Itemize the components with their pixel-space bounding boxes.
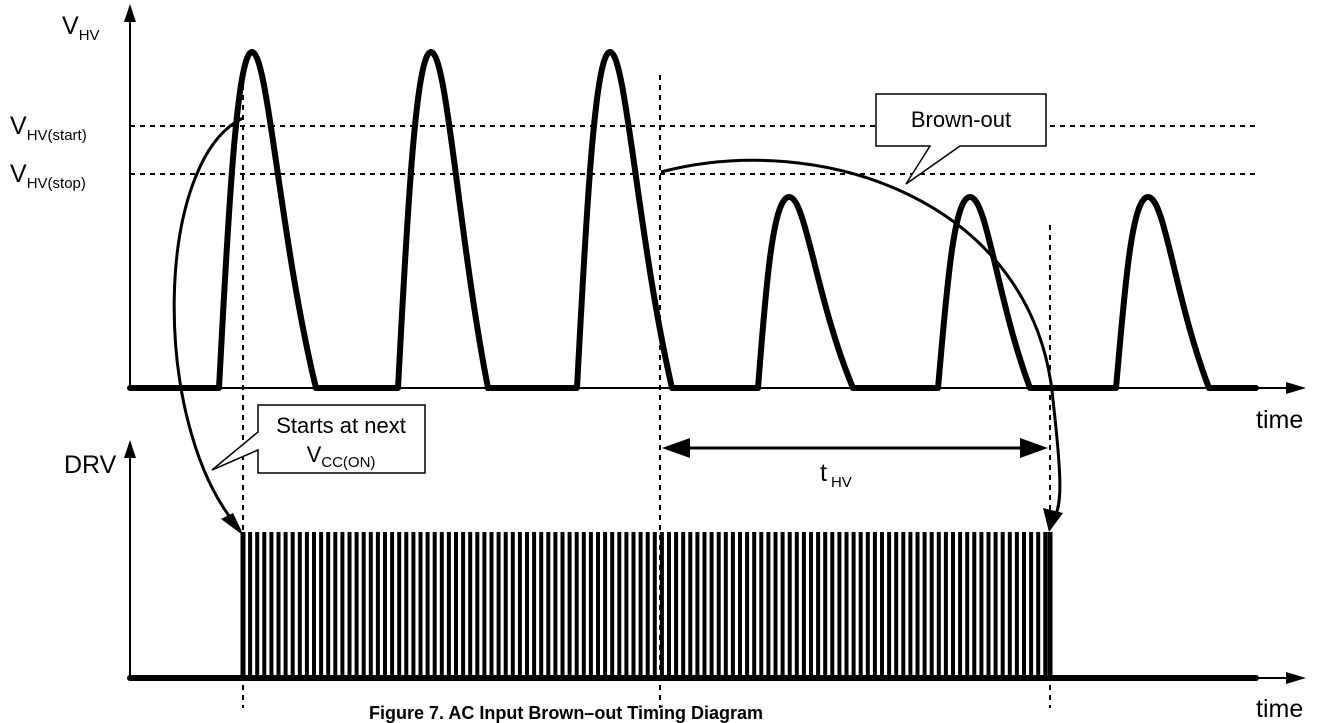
brown-out-callout: Brown-out (875, 93, 1047, 185)
bottom-y-axis-label: DRV (64, 451, 117, 479)
vhv-stop-label: VHV(stop) (10, 160, 86, 192)
starts-callout-line1: Starts at next (276, 413, 406, 438)
curved-arrows (172, 116, 1063, 536)
figure-caption: Figure 7. AC Input Brown–out Timing Diag… (369, 703, 763, 723)
vhv-start-label: VHV(start) (10, 112, 87, 144)
vhv-waveform (127, 49, 1259, 391)
top-y-axis-arrowhead (124, 4, 136, 22)
stop-curved-arrowhead (1043, 508, 1063, 532)
stop-curved-arrow (660, 158, 1062, 519)
thv-interval: t HV (662, 438, 1048, 491)
top-y-axis-label-main: V (62, 12, 79, 40)
top-y-axis-label: VHV (62, 12, 100, 44)
starts-callout-line2: VCC(ON) (307, 442, 376, 471)
vhv-stop-label-main: V (10, 160, 27, 188)
drv-pulse-train (240, 532, 1053, 678)
top-x-axis-arrowhead (1286, 382, 1306, 394)
brown-out-callout-text: Brown-out (911, 107, 1011, 132)
thv-arrowhead-right (1020, 438, 1048, 458)
top-y-axis-label-sub: HV (79, 27, 100, 44)
brown-out-callout-box (875, 93, 1047, 185)
vhv-start-label-main: V (10, 112, 27, 140)
start-curved-arrowhead (221, 513, 244, 536)
vhv-start-label-sub: HV(start) (27, 127, 87, 144)
starts-callout-line2-sub: CC(ON) (321, 454, 375, 471)
starts-callout-box (211, 404, 426, 474)
bottom-x-axis-arrowhead (1286, 672, 1306, 684)
starts-callout-line2-main: V (307, 442, 322, 467)
thv-arrowhead-left (662, 438, 690, 458)
vhv-stop-label-sub: HV(stop) (27, 175, 86, 192)
thresholds: VHV(start) VHV(stop) (10, 112, 1256, 192)
thv-label-main: t (820, 459, 827, 487)
thv-label: t HV (820, 459, 852, 491)
start-curved-arrow (172, 116, 244, 526)
bottom-x-axis-label: time (1256, 695, 1303, 723)
thv-label-sub: HV (831, 474, 852, 491)
top-x-axis-label: time (1256, 406, 1303, 434)
starts-callout: Starts at next VCC(ON) (211, 404, 426, 474)
bottom-y-axis-arrowhead (124, 440, 136, 458)
